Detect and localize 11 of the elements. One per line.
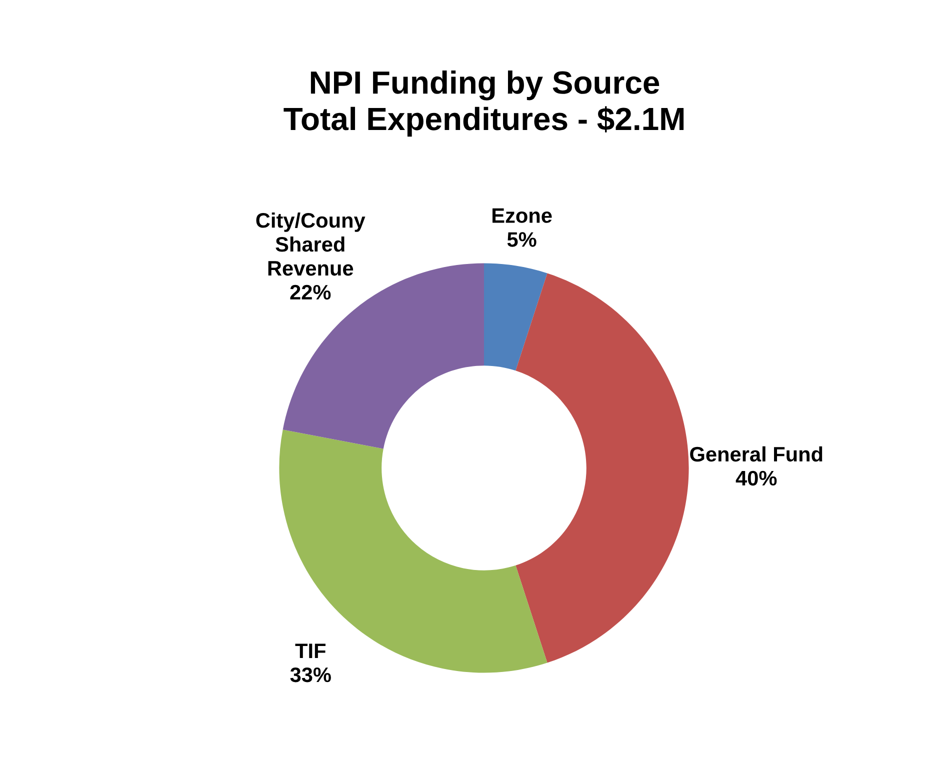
slice-label: General Fund [690, 446, 822, 462]
data-label: 33% [290, 667, 331, 682]
data-label: 5% [507, 232, 536, 247]
donut-slice [516, 273, 689, 663]
slice-label: TIF [295, 644, 326, 658]
data-label: 22% [290, 284, 331, 300]
slice-label: Ezone [492, 208, 552, 223]
donut-slice [484, 263, 548, 371]
chart-title: NPI Funding by Source Total Expenditures - $2.1M [284, 70, 684, 137]
data-label: 40% [736, 470, 777, 486]
slice-label: City/Couny Shared Revenue [256, 212, 366, 276]
